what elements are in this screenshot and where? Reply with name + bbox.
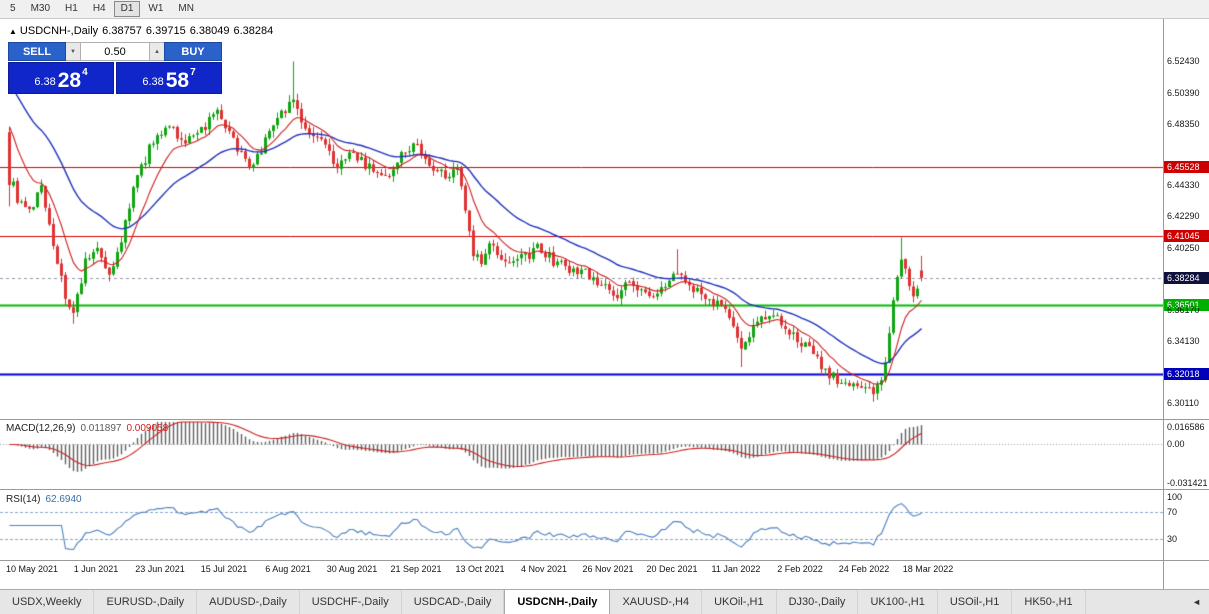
timeframe-m30[interactable]: M30 bbox=[30, 3, 51, 14]
pane-separator[interactable] bbox=[0, 489, 1209, 490]
chart-tab-xauusd-h4[interactable]: XAUUSD-,H4 bbox=[610, 590, 703, 614]
date-axis-label: 21 Sep 2021 bbox=[390, 564, 442, 574]
date-axis-label: 10 May 2021 bbox=[5, 564, 59, 574]
lot-decrease-button[interactable]: ▼ bbox=[66, 42, 80, 61]
timeframe-mn[interactable]: MN bbox=[178, 3, 194, 14]
buy-price-prefix: 6.38 bbox=[142, 76, 164, 88]
buy-button[interactable]: BUY bbox=[164, 42, 222, 61]
date-axis-label: 2 Feb 2022 bbox=[777, 564, 823, 574]
lot-size-input[interactable] bbox=[80, 42, 150, 61]
price-tick-label: 6.50390 bbox=[1167, 87, 1200, 98]
sell-price-pip-digit: 4 bbox=[82, 67, 88, 78]
support-level-price-label: 6.36501 bbox=[1164, 299, 1209, 312]
date-axis-label: 23 Jun 2021 bbox=[135, 564, 185, 574]
date-axis-label: 24 Feb 2022 bbox=[838, 564, 890, 574]
sell-button[interactable]: SELL bbox=[8, 42, 66, 61]
timeframe-h4[interactable]: H4 bbox=[92, 3, 106, 14]
date-axis-label: 13 Oct 2021 bbox=[455, 564, 505, 574]
timeframe-h1[interactable]: H1 bbox=[65, 3, 78, 14]
chart-tab-bar: USDX,Weekly EURUSD-,Daily AUDUSD-,Daily … bbox=[0, 589, 1209, 614]
chart-tab-eurusd-daily[interactable]: EURUSD-,Daily bbox=[94, 590, 198, 614]
price-tick-label: 6.34130 bbox=[1167, 336, 1200, 347]
price-tick-label: 6.42290 bbox=[1167, 211, 1200, 222]
lot-increase-button[interactable]: ▲ bbox=[150, 42, 164, 61]
chart-tab-usdchf-daily[interactable]: USDCHF-,Daily bbox=[300, 590, 402, 614]
date-axis-label: 6 Aug 2021 bbox=[265, 564, 311, 574]
date-axis-label: 1 Jun 2021 bbox=[73, 564, 119, 574]
date-axis-label: 26 Nov 2021 bbox=[582, 564, 634, 574]
timeframe-m5[interactable]: 5 bbox=[10, 3, 16, 14]
chart-tab-ukoil-h1[interactable]: UKOil-,H1 bbox=[702, 590, 777, 614]
rsi-name: RSI(14) bbox=[6, 494, 41, 505]
price-tick-label: 6.44330 bbox=[1167, 180, 1200, 191]
trade-prices-row: 6.38 28 4 6.38 58 7 bbox=[8, 62, 222, 94]
price-tick-label: 6.36170 bbox=[1167, 305, 1200, 316]
tab-scroll-left-icon[interactable]: ◄ bbox=[1192, 597, 1201, 607]
pane-separator[interactable] bbox=[0, 419, 1209, 420]
ohlc-high: 6.39715 bbox=[145, 25, 186, 37]
ohlc-open: 6.38757 bbox=[102, 25, 142, 37]
date-axis-label: 15 Jul 2021 bbox=[200, 564, 248, 574]
timeframe-w1[interactable]: W1 bbox=[148, 3, 164, 14]
macd-scale-label: 0.016586 bbox=[1167, 422, 1205, 432]
macd-name: MACD(12,26,9) bbox=[6, 423, 76, 434]
rsi-value: 62.6940 bbox=[45, 494, 82, 505]
support-level-price-label: 6.32018 bbox=[1164, 367, 1209, 380]
chart-tab-audusd-daily[interactable]: AUDUSD-,Daily bbox=[197, 590, 300, 614]
price-tick-label: 6.48350 bbox=[1167, 118, 1200, 129]
chart-tab-usdcad-daily[interactable]: USDCAD-,Daily bbox=[402, 590, 505, 614]
current-bid-price-label: 6.38284 bbox=[1164, 271, 1209, 284]
sell-price-prefix: 6.38 bbox=[34, 76, 56, 88]
sell-price-big-digits: 28 bbox=[57, 69, 82, 92]
chart-tab-dj30-daily[interactable]: DJ30-,Daily bbox=[777, 590, 859, 614]
ohlc-low: 6.38049 bbox=[189, 25, 230, 37]
macd-signal-value: 0.009058 bbox=[126, 423, 169, 434]
chart-tab-usoil-h1[interactable]: USOil-,H1 bbox=[938, 590, 1013, 614]
chart-header: ▲ USDCNH-,Daily 6.38757 6.39715 6.38049 6.382… bbox=[9, 25, 277, 37]
price-tick-label: 6.40250 bbox=[1167, 242, 1200, 253]
pane-separator bbox=[0, 560, 1209, 561]
date-axis-label: 20 Dec 2021 bbox=[646, 564, 698, 574]
price-tick-label: 6.52430 bbox=[1167, 56, 1200, 67]
chart-symbol-label: USDCNH-,Daily bbox=[19, 25, 99, 37]
chart-tab-usdx-weekly[interactable]: USDX,Weekly bbox=[0, 590, 95, 614]
price-tick-label: 6.30110 bbox=[1167, 397, 1199, 408]
timeframe-toolbar: 5 M30 H1 H4 D1 W1 MN bbox=[0, 0, 1209, 19]
rsi-scale-label: 70 bbox=[1167, 506, 1178, 517]
macd-indicator-label: MACD(12,26,9) 0.011897 0.009058 bbox=[6, 423, 173, 434]
chart-tab-hk50-h1[interactable]: HK50-,H1 bbox=[1012, 590, 1086, 614]
sell-price-display[interactable]: 6.38 28 4 bbox=[8, 62, 114, 94]
date-axis-label: 4 Nov 2021 bbox=[520, 564, 568, 574]
rsi-scale-label: 30 bbox=[1167, 534, 1178, 545]
date-axis-label: 11 Jan 2022 bbox=[711, 564, 761, 574]
chart-tab-usdcnh-daily[interactable]: USDCNH-,Daily bbox=[504, 590, 611, 614]
rsi-scale-label: 100 bbox=[1167, 492, 1183, 502]
timeframe-d1[interactable]: D1 bbox=[113, 1, 141, 17]
trade-buttons-row: SELL ▼ ▲ BUY bbox=[8, 42, 222, 61]
buy-price-display[interactable]: 6.38 58 7 bbox=[116, 62, 222, 94]
ohlc-close: 6.38284 bbox=[233, 25, 274, 37]
buy-price-big-digits: 58 bbox=[165, 69, 190, 92]
buy-price-pip-digit: 7 bbox=[190, 67, 196, 78]
macd-main-value: 0.011897 bbox=[80, 423, 122, 434]
date-axis-label: 18 Mar 2022 bbox=[902, 564, 954, 574]
price-scale-separator bbox=[1163, 19, 1164, 589]
resistance-level-price-label: 6.45528 bbox=[1164, 160, 1209, 173]
rsi-indicator-label: RSI(14) 62.6940 bbox=[6, 494, 87, 505]
chart-tab-uk100-h1[interactable]: UK100-,H1 bbox=[858, 590, 938, 614]
resistance-level-price-label: 6.41045 bbox=[1164, 229, 1209, 242]
macd-scale-label: 0.00 bbox=[1167, 439, 1185, 450]
price-chart-canvas[interactable] bbox=[0, 19, 1163, 560]
date-axis-label: 30 Aug 2021 bbox=[326, 564, 378, 574]
one-click-panel-toggle-icon[interactable]: ▲ bbox=[9, 27, 17, 36]
macd-scale-label: -0.031421 bbox=[1167, 478, 1208, 488]
